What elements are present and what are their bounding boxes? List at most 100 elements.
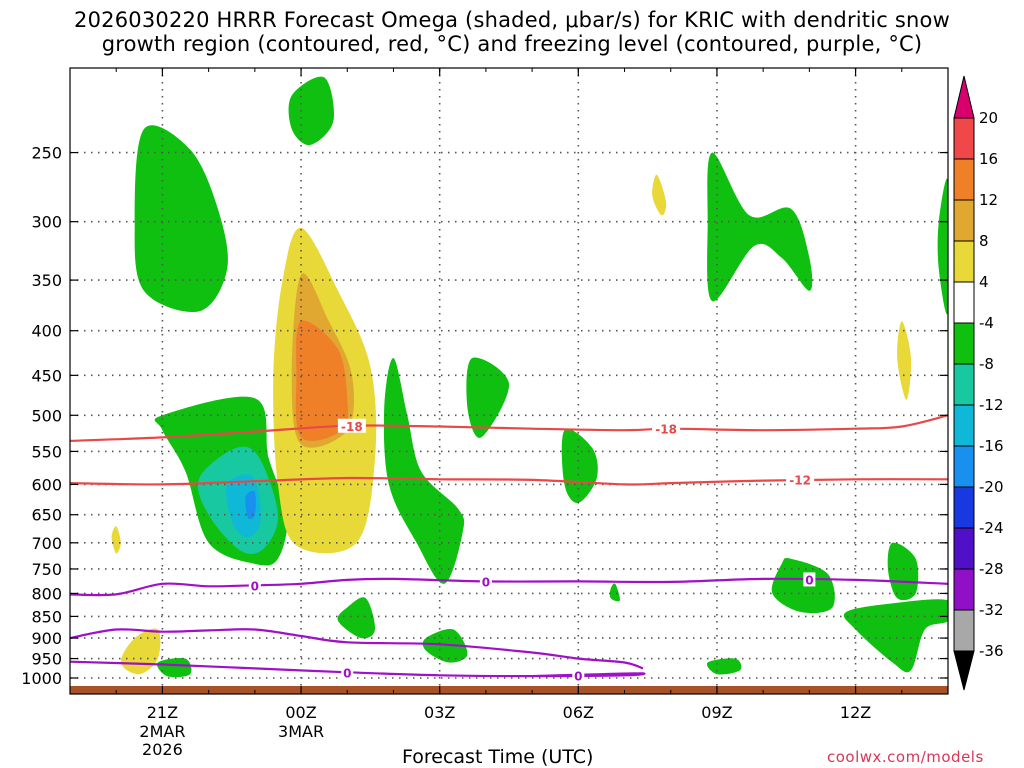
colorbar-label-6: -8 [979, 355, 994, 373]
contour-label-dgz-18-0: -18 [341, 420, 363, 434]
contour-frz-0-lower2 [70, 660, 646, 678]
colorbar-bin-4 [953, 281, 975, 324]
contour-label-frz-0-upper-1: 0 [482, 575, 490, 589]
y-tick-label-300: 300 [31, 213, 62, 232]
omega-region-1 [288, 76, 334, 146]
omega-region-23 [120, 628, 161, 675]
omega-region-22 [111, 526, 121, 554]
x-tick-sublabel: 3MAR [278, 722, 324, 741]
y-tick-label-700: 700 [31, 534, 62, 553]
colorbar-label-4: 4 [979, 273, 989, 291]
contour-label-frz-0-upper-0: 0 [251, 579, 259, 593]
colorbar-bin-11 [953, 568, 975, 611]
colorbar-bin-12 [953, 609, 975, 652]
contour-frz-0-upper [70, 577, 948, 597]
contour-label-bg [803, 572, 816, 587]
omega-region-9 [383, 358, 465, 584]
x-tick-label-03Z: 03Z [424, 703, 455, 722]
axes: 250 300 350 400 450 500 550 600 650 700 750 800 850 9… [21, 67, 949, 759]
omega-region-8 [295, 320, 349, 442]
title-line-1: 2026030220 HRRR Forecast Omega (shaded, … [74, 8, 950, 32]
omega-region-10 [466, 357, 510, 438]
y-tick-label-600: 600 [31, 475, 62, 494]
y-tick-label-550: 550 [31, 442, 62, 461]
colorbar-bin-7 [953, 404, 975, 447]
contour-label-bg [341, 665, 354, 680]
plot-area: -18 -18 -12 0 0 0 0 0 [70, 68, 948, 694]
contour-label-bg [337, 418, 366, 433]
title-line-2: growth region (contoured, red, °C) and f… [101, 32, 923, 56]
y-tick-label-850: 850 [31, 607, 62, 626]
colorbar-bin-8 [953, 445, 975, 488]
y-tick-label-750: 750 [31, 560, 62, 579]
colorbar-bin-0 [953, 117, 975, 160]
omega-region-4 [226, 474, 261, 538]
contour-label-dgz-12-0: -12 [789, 473, 811, 487]
x-axis-label: Forecast Time (UTC) [402, 746, 594, 768]
colorbar-bin-3 [953, 240, 975, 283]
omega-region-15 [887, 542, 919, 601]
contour-label-frz-0-lower2-0: 0 [343, 666, 351, 680]
colorbar-label-7: -12 [979, 396, 1004, 414]
omega-region-12 [707, 152, 813, 302]
y-tick-label-900: 900 [31, 629, 62, 648]
colorbar-bin-1 [953, 158, 975, 201]
omega-region-25 [897, 321, 912, 400]
colorbar-bin-2 [953, 199, 975, 242]
x-tick-label-21Z: 21Z [147, 703, 178, 722]
y-tick-label-800: 800 [31, 584, 62, 603]
colorbar-label-10: -24 [979, 519, 1004, 537]
colorbar-label-12: -32 [979, 601, 1004, 619]
x-tick-label-00Z: 00Z [285, 703, 316, 722]
omega-region-20 [706, 658, 742, 675]
contour-label-bg [479, 574, 492, 589]
colorbar-label-2: 12 [979, 191, 998, 209]
y-tick-label-400: 400 [31, 322, 62, 341]
omega-region-19 [157, 657, 192, 678]
contour-dgz-18 [70, 414, 948, 442]
contour-label-frz-0-upper-2: 0 [805, 573, 813, 587]
colorbar-label-8: -16 [979, 437, 1004, 455]
colorbar-label-11: -28 [979, 560, 1004, 578]
chart-title: 2026030220 HRRR Forecast Omega (shaded, … [0, 8, 1024, 56]
colorbar-bin-5 [953, 322, 975, 365]
omega-region-13 [843, 599, 948, 673]
colorbar-label-5: -4 [979, 314, 994, 332]
omega-region-5 [245, 490, 256, 520]
omega-region-14 [771, 557, 835, 614]
colorbar-label-1: 16 [979, 150, 998, 168]
plot-frame [69, 67, 949, 695]
contour-label-bg [652, 421, 681, 436]
colorbar-bottom-arrow [953, 650, 975, 691]
omega-region-11 [561, 428, 598, 503]
colorbar-bin-10 [953, 527, 975, 570]
omega-region-21 [609, 583, 621, 602]
y-tick-label-1000: 1000 [21, 669, 62, 688]
x-tick-label-12Z: 12Z [840, 703, 871, 722]
colorbar-bin-6 [953, 363, 975, 406]
contour-label-bg [786, 472, 815, 487]
colorbar-label-3: 8 [979, 232, 989, 250]
y-tick-label-450: 450 [31, 366, 62, 385]
colorbar-top-arrow [953, 75, 975, 119]
contour-frz-0-lower1 [70, 628, 644, 670]
x-tick-label-09Z: 09Z [701, 703, 732, 722]
watermark: coolwx.com/models [827, 748, 984, 766]
y-tick-label-250: 250 [31, 144, 62, 163]
contour-label-frz-0-lower2-1: 0 [574, 669, 582, 683]
omega-region-17 [337, 597, 376, 639]
colorbar-label-9: -20 [979, 478, 1004, 496]
x-tick-label-06Z: 06Z [563, 703, 594, 722]
colorbar-label-13: -36 [979, 642, 1004, 660]
omega-region-16 [937, 178, 948, 315]
omega-region-0 [134, 125, 228, 313]
contour-label-bg [248, 578, 261, 593]
y-tick-label-650: 650 [31, 506, 62, 525]
ground-strip [70, 686, 948, 694]
y-tick-label-950: 950 [31, 650, 62, 669]
colorbar: 20 16 12 8 4 -4 -8 -12 -16 -20 -24 -28 -32 -36 [953, 75, 1004, 691]
y-tick-label-350: 350 [31, 271, 62, 290]
colorbar-bin-9 [953, 486, 975, 529]
omega-region-24 [652, 174, 667, 216]
